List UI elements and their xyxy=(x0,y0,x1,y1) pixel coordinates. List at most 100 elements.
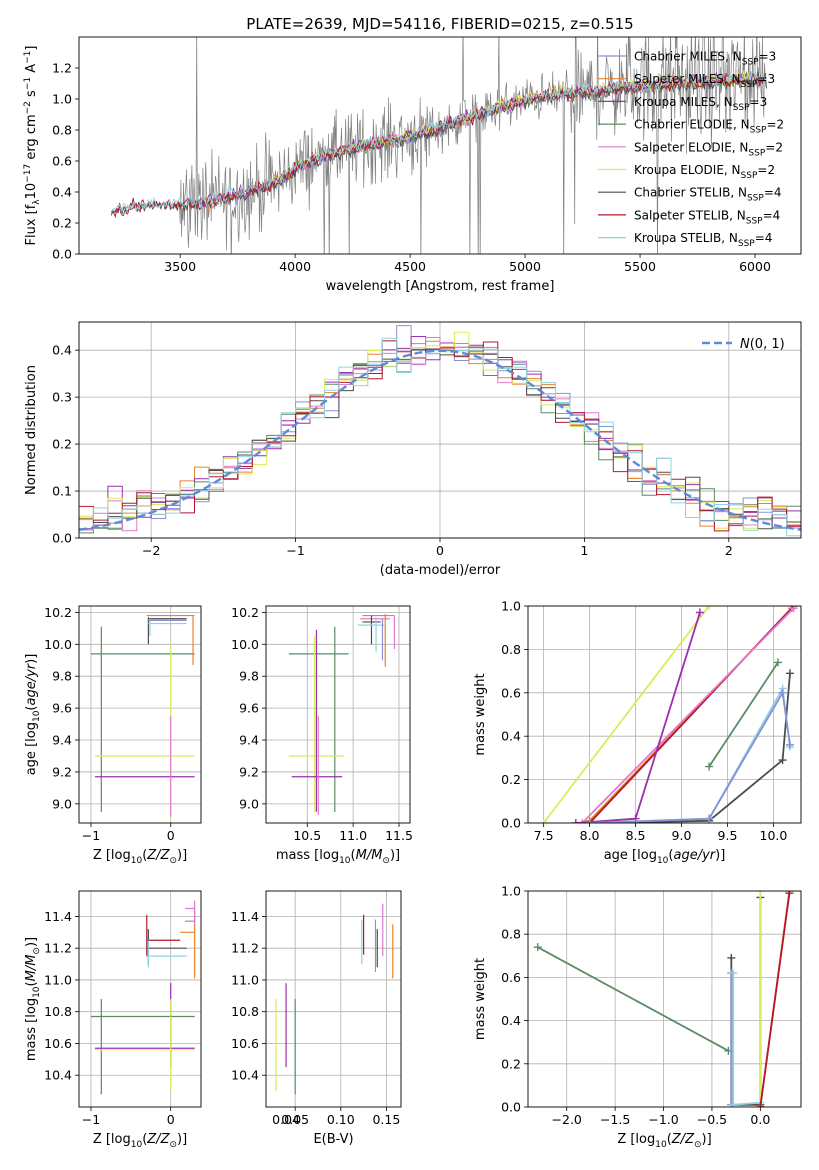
legend-entry: Chabrier MILES, NSSP=3 xyxy=(634,50,776,68)
y-tick-label: 9.6 xyxy=(52,701,72,716)
legend: N(0, 1) xyxy=(702,337,785,352)
x-tick-label: −1.5 xyxy=(600,1112,630,1127)
series-marker xyxy=(695,608,704,617)
spectrum-panel: Chabrier MILES, NSSP=3 Salpeter MILES, NS… xyxy=(23,36,802,294)
series-line xyxy=(537,946,729,1052)
model-line xyxy=(110,71,767,213)
series-marker xyxy=(729,1100,738,1107)
residuals-panel: N(0, 1) −2 −1 0 1 2 0.0 0.1 0.2 0.3 0.4 (data-model… xyxy=(24,321,802,578)
y-tick-label: 0.4 xyxy=(52,185,72,200)
x-axis-label: age [log10(age/yr)] xyxy=(604,848,726,866)
series-marker xyxy=(727,953,736,962)
x-axis-label: (data-model)/error xyxy=(380,563,501,578)
y-tick-label: 10.8 xyxy=(231,1004,259,1019)
y-tick-label: 11.2 xyxy=(44,941,72,956)
y-tick-label: 10.2 xyxy=(44,605,72,620)
y-tick-label: 0.6 xyxy=(501,970,521,985)
x-tick-label: 11.5 xyxy=(385,828,413,843)
x-tick-label: 4500 xyxy=(394,259,426,274)
series-line xyxy=(589,690,791,823)
series-marker xyxy=(705,814,714,823)
y-tick-label: 0.4 xyxy=(52,343,72,358)
series-marker xyxy=(578,819,587,823)
x-tick-label: 11.0 xyxy=(339,828,367,843)
mass-ebv-panel: 0.05 0.10 0.15 0.04 10.4 10.6 10.8 11.0 11.2 11.4… xyxy=(231,890,402,1147)
axes-frame xyxy=(78,36,802,255)
series-marker xyxy=(729,969,738,978)
y-tick-label: 11.4 xyxy=(231,909,259,924)
legend-entry: Chabrier ELODIE, NSSP=2 xyxy=(634,118,784,136)
plot-area xyxy=(79,606,201,823)
y-tick-label: 0.2 xyxy=(52,437,72,452)
legend-entry: Kroupa ELODIE, NSSP=2 xyxy=(634,163,775,181)
y-tick-label: 0.1 xyxy=(52,484,72,499)
x-axis-label: mass [log10(M/M⊙)] xyxy=(276,848,400,866)
plot-area xyxy=(110,37,767,254)
axes-frame xyxy=(265,890,402,1108)
x-tick-label: 0.05 xyxy=(281,1112,309,1127)
y-tick-label: 11.4 xyxy=(44,909,72,924)
series-marker xyxy=(785,740,794,749)
x-tick-label: 5500 xyxy=(624,259,656,274)
legend-entry: Kroupa MILES, NSSP=3 xyxy=(634,95,767,113)
x-tick-label: 0.15 xyxy=(372,1112,400,1127)
age-mass-panel: 10.5 11.0 11.5 9.0 9.2 9.4 9.6 9.8 10.0 10.2 mass … xyxy=(231,605,413,866)
y-tick-label: 10.0 xyxy=(231,637,259,652)
x-tick-label: 8.5 xyxy=(626,828,646,843)
series-marker xyxy=(705,606,714,610)
series-marker xyxy=(756,1103,765,1107)
weight-z-panel: −2.0 −1.5 −1.0 −0.5 0.0 0.0 0.2 0.4 0.6 0.8 1.0 Z [… xyxy=(473,884,802,1150)
y-axis-label: mass [log10(M/M⊙)] xyxy=(24,937,42,1061)
x-tick-label: 7.5 xyxy=(534,828,554,843)
age-z-panel: −1 0 9.0 9.2 9.4 9.6 9.8 10.0 10.2 Z [log10(Z/Z⊙)… xyxy=(24,605,202,866)
series-marker xyxy=(571,819,580,823)
x-tick-label: 5000 xyxy=(509,259,541,274)
series-line xyxy=(542,606,710,823)
legend-entry: Kroupa STELIB, NSSP=4 xyxy=(634,231,772,249)
x-tick-label: 8.0 xyxy=(580,828,600,843)
y-tick-label: 11.0 xyxy=(231,972,259,987)
histogram-step xyxy=(79,340,801,532)
series-line xyxy=(581,607,795,823)
legend-entry: Salpeter STELIB, NSSP=4 xyxy=(634,208,780,226)
legend-entry: Salpeter ELODIE, NSSP=2 xyxy=(634,140,783,158)
x-tick-label: 0 xyxy=(436,543,444,558)
y-tick-label: 0.8 xyxy=(501,642,521,657)
x-tick-label: 4000 xyxy=(279,259,311,274)
series-marker xyxy=(705,762,714,771)
y-tick-label: 9.0 xyxy=(52,796,72,811)
y-axis-label: mass weight xyxy=(473,958,488,1040)
y-tick-label: 1.2 xyxy=(52,61,72,76)
x-tick-label: 0 xyxy=(167,1112,175,1127)
y-axis-label: Normed distribution xyxy=(24,365,39,495)
x-tick-label: −1 xyxy=(286,543,304,558)
weight-age-panel: 7.5 8.0 8.5 9.0 9.5 10.0 0.0 0.2 0.4 0.6 0.8 1.0 age… xyxy=(473,599,802,866)
x-tick-label: 0 xyxy=(167,828,175,843)
series-marker xyxy=(785,669,794,678)
y-tick-label: 1.0 xyxy=(501,884,521,899)
x-tick-label: 6000 xyxy=(739,259,771,274)
y-tick-label: 0.6 xyxy=(52,154,72,169)
y-axis-label: mass weight xyxy=(473,673,488,755)
axes-frame xyxy=(527,890,802,1108)
y-tick-label: 1.0 xyxy=(52,92,72,107)
plot-area xyxy=(79,891,201,1107)
series-line xyxy=(759,893,791,1107)
legend-entry: Chabrier STELIB, NSSP=4 xyxy=(634,186,782,204)
x-tick-label: 3500 xyxy=(164,259,196,274)
x-tick-label: −2 xyxy=(142,543,160,558)
x-tick-label: −1 xyxy=(82,1112,100,1127)
legend-entry: N(0, 1) xyxy=(740,337,785,352)
figure-title: PLATE=2639, MJD=54116, FIBERID=0215, z=0… xyxy=(246,15,633,33)
series-marker xyxy=(785,891,794,898)
series-line xyxy=(708,661,779,768)
axes-frame xyxy=(78,890,202,1108)
x-tick-label: 0.10 xyxy=(327,1112,355,1127)
y-tick-label: 11.2 xyxy=(231,941,259,956)
axes-frame xyxy=(527,605,802,824)
x-tick-label: 0.0 xyxy=(750,1112,770,1127)
y-tick-label: 11.0 xyxy=(44,972,72,987)
y-tick-label: 9.8 xyxy=(239,669,259,684)
plot-area xyxy=(79,322,801,538)
